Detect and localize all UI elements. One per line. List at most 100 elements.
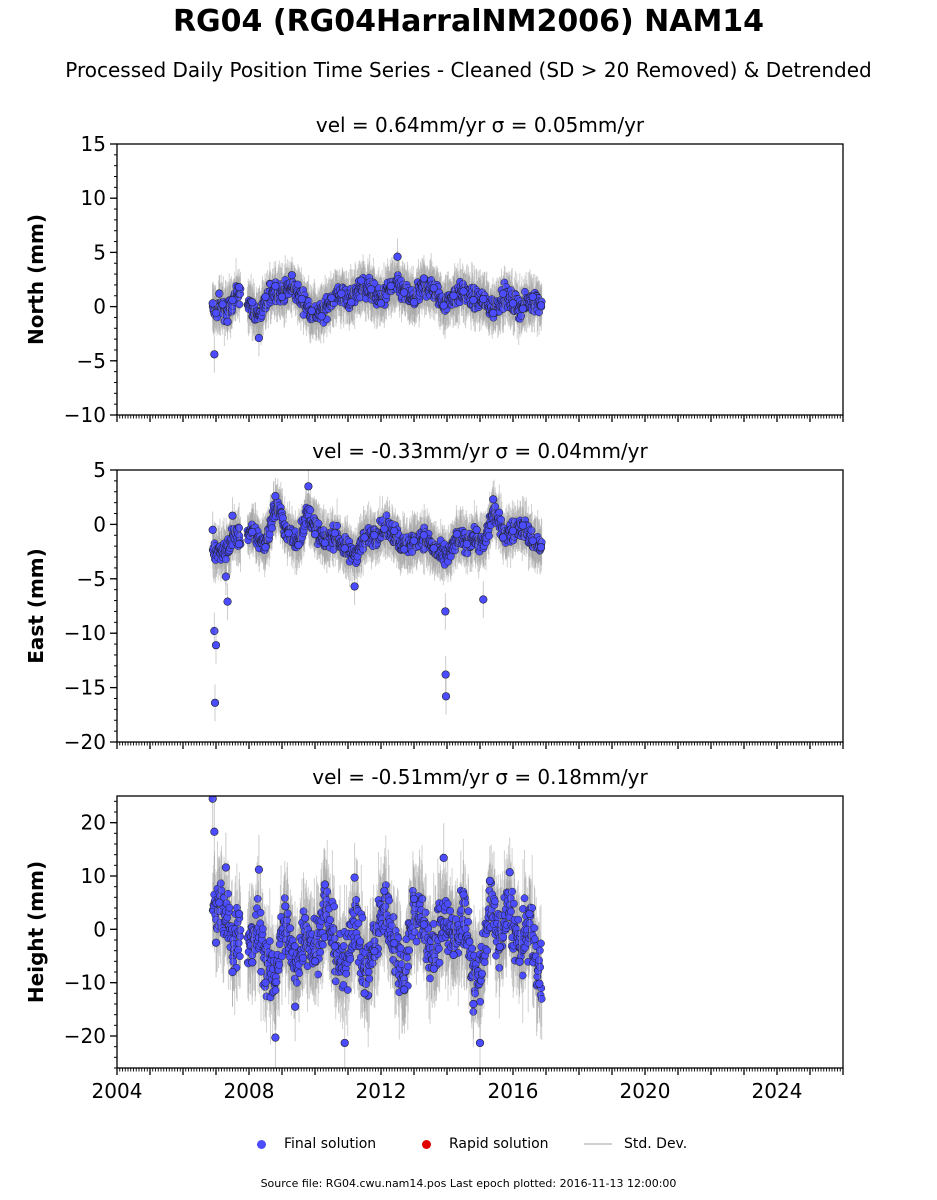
final-solution-point [489,495,498,504]
final-solution-series [208,238,546,373]
final-solution-point [479,294,488,304]
final-solution-point [441,607,450,616]
final-solution-point [499,289,508,298]
final-solution-point [223,597,232,606]
final-solution-point [248,527,257,537]
final-solution-point [499,533,508,542]
panel-0: −10 −5 0 5 10 15 vel = 0.64mm/yr σ = 0.05mm/yr… [24,113,844,427]
final-solution-point [441,692,451,701]
daily-point [517,312,526,320]
panel-title: vel = -0.33mm/yr σ = 0.04mm/yr [312,439,648,463]
y-tick-label: 5 [93,458,106,482]
daily-point [485,532,493,540]
final-solution-point [367,285,376,294]
final-solution-point [210,698,220,707]
final-solution-point [223,317,232,326]
final-solution-point [235,282,244,292]
final-solution-point [469,295,478,305]
final-solution-point [261,543,270,552]
y-tick-label: 5 [93,240,106,264]
final-solution-point [400,545,409,554]
final-solution-point [327,293,336,303]
final-solution-point [210,626,219,636]
final-solution-point [337,289,346,298]
final-solution-point [320,538,330,547]
final-solution-point [508,526,518,536]
final-solution-point [441,670,450,679]
final-solution-point [528,292,537,301]
final-solution-point [357,276,366,285]
final-solution-point [376,299,386,308]
final-solution-point [370,531,379,540]
final-solution-point [462,539,471,549]
plot-frame [116,469,844,743]
final-solution-point [536,301,546,310]
final-solution-point [304,482,313,491]
final-solution-point [210,350,219,359]
final-solution-point [221,572,230,581]
final-solution-point [215,289,224,298]
final-solution-point [479,595,488,604]
y-tick-label: −10 [64,621,106,645]
final-solution-point [452,530,462,539]
daily-point [497,515,505,524]
final-solution-point [307,306,316,316]
final-solution-point [350,582,359,591]
final-solution-point [218,300,227,309]
y-tick-label: −5 [77,567,106,591]
y-tick-label: 15 [81,132,106,156]
daily-point [268,524,276,533]
final-solution-point [429,284,438,293]
daily-point [527,526,536,535]
final-solution-point [386,281,396,291]
final-solution-point [409,298,419,307]
final-solution-point [228,295,237,305]
final-solution-point [254,333,263,343]
final-solution-point [419,274,429,283]
daily-point [306,506,315,515]
final-solution-point [340,544,349,553]
final-solution-point [347,298,356,307]
panel-title: vel = 0.64mm/yr σ = 0.05mm/yr [316,113,645,137]
final-solution-point [518,304,528,313]
chart-subtitle: Processed Daily Position Time Series - C… [65,58,872,82]
final-solution-point [208,299,217,308]
final-solution-point [508,299,518,308]
daily-point [294,280,302,289]
y-tick-label: −5 [77,349,106,373]
final-solution-point [211,641,221,650]
y-tick-label: 10 [81,186,106,210]
final-solution-point [235,539,244,549]
final-solution-point [449,291,458,300]
final-solution-point [409,536,419,545]
panel-1: −20 −15 −10 −5 0 5 vel = -0.33mm/yr σ = 0.04mm… [24,439,844,754]
y-tick-label: 0 [93,295,106,319]
final-solution-point [271,492,280,501]
final-solution-point [211,309,221,318]
y-tick-label: −20 [64,730,106,754]
final-solution-point [287,271,297,280]
daily-point [447,552,455,561]
y-tick-label: −10 [64,403,106,427]
final-solution-point [297,294,306,304]
final-solution-point [261,292,270,301]
final-solution-point [284,529,293,538]
final-solution-point [528,536,537,545]
final-solution-point [271,281,280,291]
final-solution-point [380,524,389,533]
final-solution-point [393,252,402,261]
final-solution-point [248,298,257,307]
final-solution-point [360,533,369,542]
final-solution-point [472,525,481,534]
final-solution-series [208,470,546,722]
final-solution-point [330,529,339,538]
final-solution-point [317,312,326,321]
final-solution-point [310,530,320,539]
y-tick-label: 0 [93,512,106,536]
chart-title: RG04 (RG04HarralNM2006) NAM14 [172,4,765,39]
final-solution-point [518,521,528,530]
final-solution-point [459,287,468,296]
final-solution-point [489,309,498,318]
